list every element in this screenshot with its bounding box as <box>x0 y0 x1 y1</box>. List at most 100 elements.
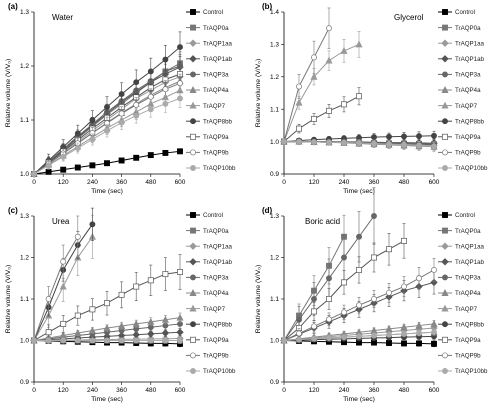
data-point <box>89 117 96 123</box>
data-point <box>326 139 332 146</box>
data-point <box>431 143 437 150</box>
legend-label: TrAQP3a <box>203 72 229 79</box>
panel-letter: (a) <box>8 2 18 11</box>
data-point <box>296 138 302 145</box>
legend-marker <box>442 227 448 234</box>
legend-marker <box>190 71 196 78</box>
legend-label: TrAQP8bb <box>203 321 233 328</box>
legend-label: Control <box>455 212 475 219</box>
data-point <box>45 296 52 302</box>
series-line <box>283 43 360 142</box>
data-point <box>118 157 125 164</box>
data-point <box>415 321 423 329</box>
legend-label: TrAQP9b <box>455 353 481 360</box>
legend-label: TrAQP0a <box>455 25 481 32</box>
legend-label: TrAQP9b <box>203 353 229 360</box>
x-tick-label: 360 <box>369 387 380 394</box>
legend-item: TrAQP7 <box>438 101 478 110</box>
data-point <box>371 134 377 141</box>
data-point <box>386 340 392 346</box>
data-point <box>118 119 125 126</box>
data-point <box>147 106 154 113</box>
legend-item: TrAQP9a <box>438 336 481 344</box>
legend-item: TrAQP10bb <box>186 368 236 375</box>
x-tick-label: 360 <box>116 179 127 186</box>
y-tick-label: 1.1 <box>270 296 279 303</box>
data-point <box>74 233 81 240</box>
legend-marker <box>441 304 449 312</box>
data-point <box>133 337 140 344</box>
series-TrAQP10bb <box>31 337 183 344</box>
data-point <box>341 334 347 341</box>
legend-item: TrAQP9a <box>438 133 481 141</box>
data-point <box>177 95 183 102</box>
legend-item: TrAQP10bb <box>438 368 488 375</box>
legend-marker <box>441 289 449 296</box>
legend-label: TrAQP4a <box>455 87 481 94</box>
y-tick-label: 1.2 <box>270 74 279 81</box>
data-point <box>177 337 183 344</box>
legend-marker <box>190 133 196 140</box>
data-point <box>60 320 67 327</box>
legend-label: Control <box>203 9 223 16</box>
y-tick-label: 1.2 <box>20 255 29 262</box>
data-point <box>104 300 110 307</box>
legend-item: TrAQP4a <box>438 86 481 94</box>
legend-item: TrAQP9b <box>438 352 481 360</box>
legend-item: TrAQP0a <box>186 24 229 32</box>
panel-title: Urea <box>52 217 70 226</box>
data-point <box>371 296 377 302</box>
data-point <box>74 312 81 319</box>
data-point <box>341 279 347 286</box>
legend-item: TrAQP4a <box>186 289 229 297</box>
legend-marker <box>189 304 197 312</box>
y-tick-label: 0.9 <box>270 171 279 178</box>
legend-item: Control <box>186 9 223 16</box>
legend-item: TrAQP1ab <box>438 55 485 63</box>
data-point <box>296 330 302 337</box>
data-point <box>416 275 422 282</box>
x-tick-label: 0 <box>32 179 36 186</box>
data-point <box>89 306 96 313</box>
legend-marker <box>441 55 449 63</box>
data-point <box>133 101 140 108</box>
legend-marker <box>442 118 448 125</box>
data-point <box>60 258 67 265</box>
legend-marker <box>190 118 196 125</box>
y-axis-label: Relative volume (V/V₀) <box>255 265 262 334</box>
legend-label: TrAQP0a <box>203 228 229 235</box>
series-Control <box>31 148 183 177</box>
y-tick-label: 0.9 <box>270 379 279 386</box>
data-point <box>89 162 96 169</box>
data-point <box>45 168 52 175</box>
y-tick-label: 1.2 <box>270 255 279 262</box>
legend-label: TrAQP3a <box>203 275 229 282</box>
x-tick-label: 360 <box>369 179 380 186</box>
data-point <box>45 162 52 169</box>
legend-marker <box>189 242 197 250</box>
x-axis-label: Time (sec) <box>91 188 123 195</box>
legend-marker <box>190 336 196 343</box>
data-point <box>416 142 422 149</box>
x-tick-label: 600 <box>429 179 440 186</box>
legend-marker <box>189 258 197 266</box>
data-point <box>430 319 438 327</box>
data-point <box>162 100 169 107</box>
data-point <box>147 152 154 159</box>
data-point <box>147 277 154 284</box>
data-point <box>416 340 422 347</box>
legend-item: Control <box>186 212 223 219</box>
legend-marker <box>442 352 448 359</box>
data-point <box>326 335 332 341</box>
data-point <box>371 213 377 219</box>
data-point <box>118 291 125 298</box>
data-point <box>118 337 125 344</box>
legend-label: TrAQP9b <box>455 150 481 157</box>
series-line <box>283 95 360 142</box>
x-tick-label: 480 <box>399 387 410 394</box>
legend-marker <box>189 39 197 47</box>
data-point <box>132 319 140 327</box>
data-point <box>311 54 317 61</box>
x-tick-label: 480 <box>399 179 410 186</box>
data-point <box>162 56 169 63</box>
